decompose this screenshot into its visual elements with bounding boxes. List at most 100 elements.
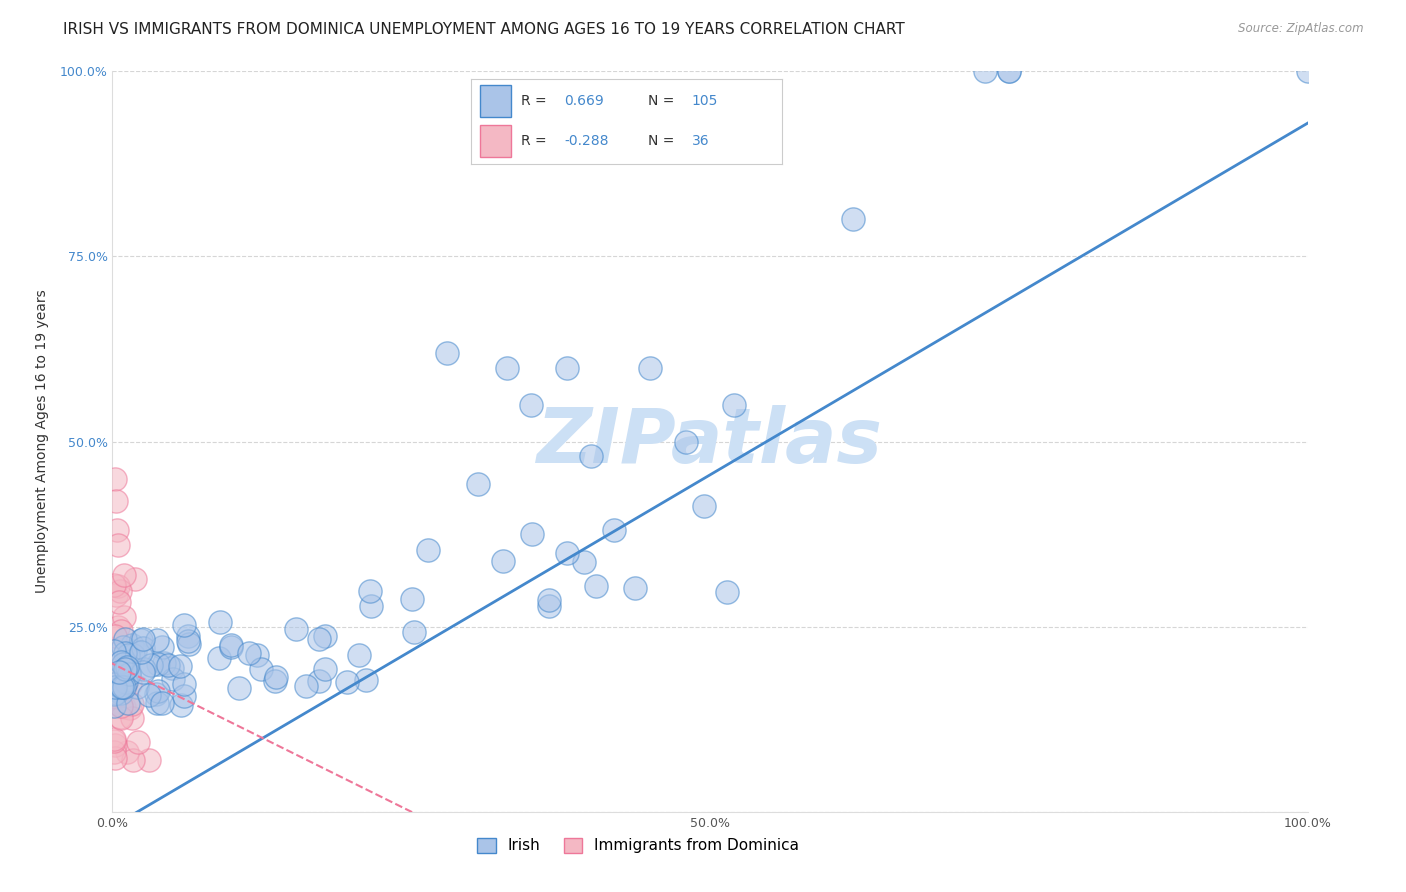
Point: [112, 568, 135, 582]
Point: [104, 686, 127, 700]
Point: [537, 593, 560, 607]
Point: [104, 750, 127, 764]
Point: [436, 345, 458, 359]
Point: [640, 360, 662, 375]
Point: [108, 665, 131, 679]
Point: [716, 585, 738, 599]
Point: [121, 638, 143, 652]
Point: [131, 665, 153, 679]
Point: [974, 64, 997, 78]
Point: [125, 680, 148, 694]
Point: [107, 579, 129, 593]
Point: [354, 673, 377, 688]
Point: [112, 657, 135, 671]
Y-axis label: Unemployment Among Ages 16 to 19 years: Unemployment Among Ages 16 to 19 years: [35, 290, 49, 593]
Point: [122, 648, 145, 662]
Point: [176, 629, 198, 643]
Point: [127, 735, 149, 749]
Point: [263, 674, 285, 689]
Point: [132, 632, 155, 647]
Point: [177, 637, 200, 651]
Point: [264, 670, 287, 684]
Point: [114, 674, 136, 689]
Point: [250, 662, 273, 676]
Text: ZIPatlas: ZIPatlas: [537, 405, 883, 478]
Point: [146, 684, 169, 698]
Point: [112, 680, 135, 694]
Point: [496, 360, 519, 375]
Point: [118, 676, 141, 690]
Point: [285, 622, 308, 636]
Point: [114, 679, 136, 693]
Point: [998, 64, 1021, 78]
Point: [112, 700, 135, 714]
Point: [103, 644, 125, 658]
Point: [209, 615, 232, 629]
Point: [336, 675, 359, 690]
Point: [150, 640, 173, 654]
Point: [103, 673, 125, 688]
Point: [107, 620, 129, 634]
Point: [110, 624, 132, 638]
Point: [295, 679, 318, 693]
Point: [146, 696, 169, 710]
Text: IRISH VS IMMIGRANTS FROM DOMINICA UNEMPLOYMENT AMONG AGES 16 TO 19 YEARS CORRELA: IRISH VS IMMIGRANTS FROM DOMINICA UNEMPL…: [63, 22, 905, 37]
Point: [110, 583, 132, 598]
Point: [522, 527, 544, 541]
Point: [416, 543, 439, 558]
Point: [145, 687, 167, 701]
Point: [308, 674, 330, 689]
Point: [112, 609, 135, 624]
Point: [314, 629, 336, 643]
Point: [104, 629, 127, 643]
Point: [238, 647, 260, 661]
Point: [157, 658, 180, 673]
Point: [146, 657, 169, 671]
Point: [1296, 64, 1319, 78]
Point: [104, 680, 127, 694]
Point: [228, 681, 250, 695]
Point: [124, 572, 146, 586]
Point: [103, 732, 125, 747]
Point: [146, 632, 169, 647]
Point: [208, 651, 231, 665]
Point: [308, 632, 330, 647]
Point: [579, 450, 602, 464]
Point: [114, 632, 136, 646]
Point: [246, 648, 269, 663]
Point: [115, 746, 138, 760]
Point: [104, 471, 127, 485]
Point: [118, 666, 141, 681]
Point: [115, 660, 138, 674]
Point: [170, 698, 193, 713]
Point: [117, 697, 139, 711]
Point: [107, 663, 129, 677]
Point: [108, 595, 131, 609]
Point: [221, 640, 243, 654]
Point: [585, 579, 607, 593]
Point: [623, 581, 645, 595]
Text: Source: ZipAtlas.com: Source: ZipAtlas.com: [1239, 22, 1364, 36]
Point: [114, 662, 136, 676]
Point: [111, 680, 134, 694]
Point: [603, 524, 626, 538]
Point: [360, 599, 382, 613]
Point: [105, 493, 128, 508]
Point: [103, 746, 125, 760]
Point: [467, 476, 489, 491]
Point: [520, 398, 543, 412]
Point: [118, 665, 141, 680]
Point: [104, 681, 127, 696]
Point: [107, 538, 129, 552]
Point: [693, 499, 716, 513]
Point: [349, 648, 371, 662]
Point: [103, 698, 125, 713]
Point: [359, 583, 381, 598]
Point: [110, 686, 132, 700]
Point: [138, 688, 160, 702]
Point: [537, 599, 560, 614]
Point: [105, 690, 128, 704]
Point: [114, 646, 136, 660]
Point: [110, 698, 132, 713]
Point: [105, 588, 128, 602]
